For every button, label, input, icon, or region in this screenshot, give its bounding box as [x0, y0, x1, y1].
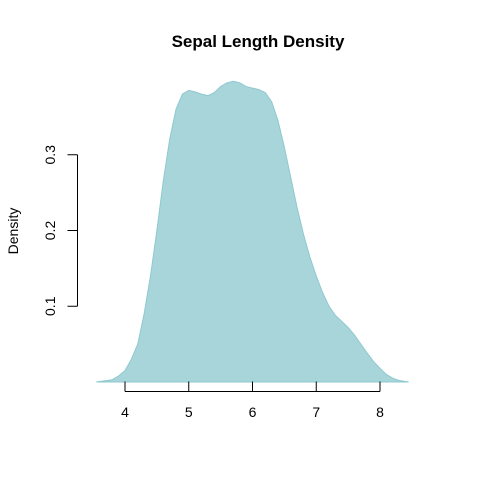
plot-area [96, 80, 409, 383]
chart-title: Sepal Length Density [172, 32, 345, 51]
x-axis: 4 5 6 7 8 [121, 381, 384, 420]
x-tick-label: 6 [249, 404, 257, 420]
x-tick-label: 8 [376, 404, 384, 420]
x-tick-label: 5 [185, 404, 193, 420]
y-tick-label: 0.3 [42, 145, 58, 165]
y-axis-title: Density [5, 208, 21, 255]
y-tick-label: 0.1 [42, 296, 58, 316]
y-tick-label: 0.2 [42, 221, 58, 241]
y-axis: 0.1 0.2 0.3 [42, 145, 78, 316]
x-tick-label: 7 [312, 404, 320, 420]
x-tick-label: 4 [121, 404, 129, 420]
density-area [96, 80, 409, 383]
